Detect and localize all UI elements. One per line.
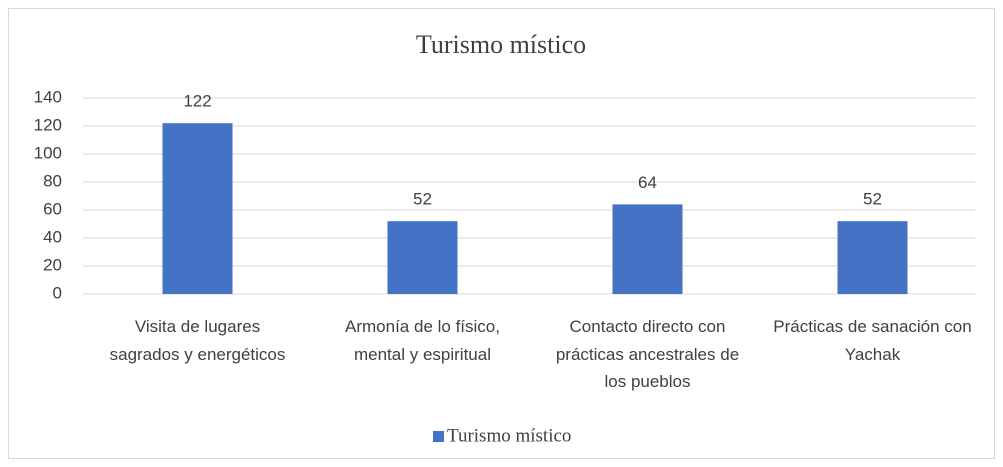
x-tick-label: Contacto directo con prácticas ancestral… [555, 317, 740, 391]
data-label: 64 [638, 173, 657, 192]
data-label: 52 [863, 190, 882, 209]
x-tick-label: Prácticas de sanación con Yachak [773, 317, 972, 364]
y-tick-label: 100 [34, 143, 62, 162]
y-tick-label: 80 [43, 171, 62, 190]
bar [162, 123, 233, 294]
legend-swatch [433, 431, 444, 442]
x-tick-label: Visita de lugares sagrados y energéticos [109, 317, 286, 364]
bar [612, 204, 683, 294]
y-tick-label: 40 [43, 227, 62, 246]
y-tick-label: 120 [34, 115, 62, 134]
bar [837, 221, 908, 294]
data-label: 52 [413, 190, 432, 209]
y-tick-label: 60 [43, 199, 62, 218]
data-label: 122 [183, 92, 211, 111]
chart-title: Turismo místico [416, 30, 586, 59]
bar [387, 221, 458, 294]
y-tick-label: 20 [43, 255, 62, 274]
legend-label: Turismo místico [447, 425, 571, 446]
y-tick-label: 140 [34, 87, 62, 106]
y-tick-label: 0 [53, 283, 62, 302]
x-tick-label: Armonía de lo físico, mental y espiritua… [345, 317, 500, 364]
